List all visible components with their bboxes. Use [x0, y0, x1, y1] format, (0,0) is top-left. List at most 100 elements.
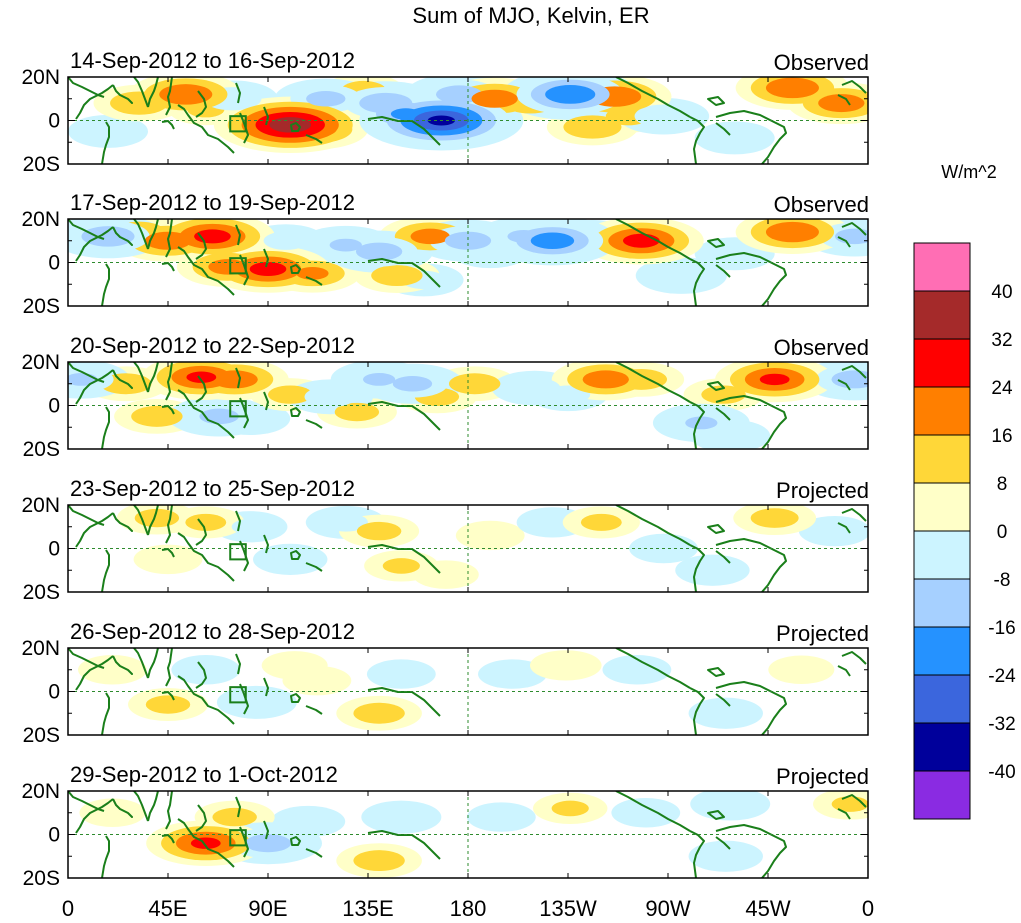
panel-date-range: 23-Sep-2012 to 25-Sep-2012 — [70, 476, 355, 501]
anomaly-contour — [708, 794, 753, 814]
y-tick-label: 20N — [21, 637, 60, 660]
anomaly-contour — [362, 373, 396, 386]
anomaly-contour — [268, 385, 313, 404]
anomaly-contour — [611, 798, 681, 828]
anomaly-contour — [249, 262, 287, 276]
y-tick-label: 20S — [23, 724, 60, 747]
colorbar-tick-label: -8 — [994, 570, 1011, 591]
anomaly-contour — [212, 807, 257, 827]
chart-title: Sum of MJO, Kelvin, ER — [412, 3, 649, 28]
panel-date-range: 17-Sep-2012 to 19-Sep-2012 — [70, 190, 355, 215]
anomaly-contour — [765, 77, 819, 99]
anomaly-contour — [171, 655, 241, 685]
anomaly-contour — [435, 85, 483, 104]
anomaly-contour — [701, 385, 746, 404]
colorbar-swatch — [913, 770, 971, 820]
panel-label: Projected — [776, 621, 869, 646]
target-region-box — [229, 115, 247, 133]
anomaly-contour — [529, 650, 602, 681]
anomaly-contour — [131, 405, 183, 427]
anomaly-contour — [818, 94, 865, 113]
anomaly-contour — [353, 850, 405, 872]
anomaly-contour — [693, 562, 732, 579]
target-region-box — [229, 829, 247, 847]
x-tick-label: 180 — [450, 896, 487, 921]
y-tick-label: 20N — [21, 351, 60, 374]
panel-date-range: 26-Sep-2012 to 28-Sep-2012 — [70, 619, 355, 644]
coastlines — [68, 362, 867, 449]
panel-label: Projected — [776, 478, 869, 503]
y-tick-label: 20S — [23, 581, 60, 604]
colorbar-tick-label: 40 — [991, 282, 1012, 303]
x-tick-label: 45W — [745, 896, 790, 921]
colorbar-swatch — [913, 338, 971, 388]
target-region-box — [229, 543, 247, 561]
target-region-box — [229, 400, 247, 418]
x-tick-label: 135W — [539, 896, 597, 921]
anomaly-contour — [306, 91, 346, 107]
colorbar-tick-label: -24 — [988, 666, 1016, 687]
anomaly-contour — [355, 242, 403, 261]
colorbar-swatch — [913, 626, 971, 676]
y-tick-label: 20S — [23, 867, 60, 890]
y-tick-label: 20N — [21, 780, 60, 803]
colorbar-swatch — [913, 674, 971, 724]
colorbar-swatch — [913, 386, 971, 436]
anomaly-contour — [353, 702, 405, 724]
anomaly-contour — [304, 386, 356, 408]
anomaly-contour — [356, 521, 402, 541]
colorbar-tick-label: 16 — [991, 426, 1012, 447]
anomaly-contour — [759, 373, 790, 386]
map-panel: 26-Sep-2012 to 28-Sep-2012 Projected 20N 0 2… — [21, 619, 869, 747]
panel-label: Observed — [774, 50, 869, 75]
y-tick-label: 0 — [48, 824, 60, 847]
anomaly-contour — [707, 848, 745, 865]
anomaly-contour — [551, 800, 589, 817]
y-tick-label: 20S — [23, 295, 60, 318]
anomaly-contour — [712, 128, 757, 148]
y-tick-label: 0 — [48, 252, 60, 275]
y-tick-label: 20S — [23, 438, 60, 461]
anomaly-contour — [410, 228, 450, 245]
colorbar-swatch — [913, 290, 971, 340]
anomaly-contour — [563, 115, 622, 139]
colorbar-tick-label: 24 — [991, 378, 1013, 399]
y-tick-label: 20N — [21, 208, 60, 231]
y-tick-label: 0 — [48, 395, 60, 418]
y-tick-label: 0 — [48, 681, 60, 704]
anomaly-contour — [622, 233, 660, 248]
anomaly-contour — [455, 520, 525, 551]
anomaly-contour — [185, 513, 227, 531]
anomaly-contour — [765, 221, 819, 243]
anomaly-contour — [444, 231, 492, 250]
panel-date-range: 29-Sep-2012 to 1-Oct-2012 — [70, 762, 338, 787]
anomaly-contour — [768, 655, 835, 684]
colorbar-swatch — [913, 578, 971, 628]
colorbar-tick-label: -40 — [988, 762, 1015, 783]
map-panel: 23-Sep-2012 to 25-Sep-2012 Projected 20N 0 2… — [21, 476, 869, 604]
anomaly-contour — [334, 402, 380, 422]
colorbar-swatch — [913, 530, 971, 580]
colorbar-tick-label: -32 — [988, 714, 1015, 735]
coastlines — [68, 648, 867, 735]
y-tick-label: 0 — [48, 538, 60, 561]
anomaly-contour — [448, 373, 501, 395]
x-tick-label: 90W — [645, 896, 690, 921]
anomaly-contour — [79, 798, 146, 827]
anomaly-contour — [798, 515, 868, 547]
anomaly-contour — [244, 834, 292, 853]
colorbar: W/m^2 40 32 24 16 8 0 -8 -16 -24 -32 -40 — [913, 162, 1016, 820]
anomaly-contour — [329, 238, 362, 252]
anomaly-contour — [81, 226, 135, 247]
map-panel: 20-Sep-2012 to 22-Sep-2012 Observed 20N 0 20… — [21, 333, 869, 461]
anomaly-contour — [580, 513, 622, 531]
anomaly-contour — [159, 84, 213, 105]
colorbar-tick-label: -16 — [988, 618, 1015, 639]
colorbar-swatch — [913, 434, 971, 484]
anomaly-contour — [323, 513, 368, 532]
map-panel: 14-Sep-2012 to 16-Sep-2012 Observed 20N 0 20… — [21, 48, 869, 176]
anomaly-contour — [133, 544, 203, 575]
colorbar-swatch — [913, 722, 971, 772]
anomaly-contour — [707, 705, 745, 722]
